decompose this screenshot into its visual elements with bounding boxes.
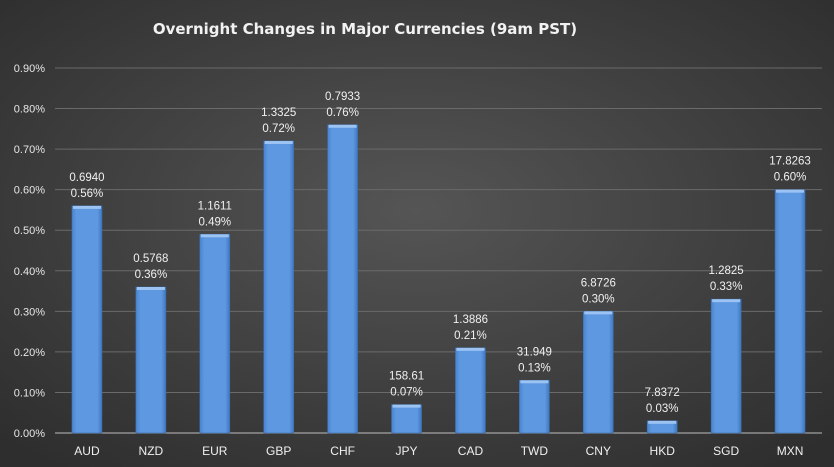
y-tick-label: 0.10%: [14, 387, 45, 399]
data-label-rate: 1.3886: [453, 314, 488, 326]
data-label-rate: 1.1611: [198, 200, 232, 212]
bar-mxn: [774, 189, 806, 434]
data-label-rate: 31.949: [517, 346, 552, 358]
bar-bevel: [136, 287, 165, 290]
bar-bevel: [712, 299, 741, 303]
x-tick-label: SGD: [713, 444, 739, 458]
bar-bevel: [200, 234, 229, 238]
y-tick-label: 0.00%: [14, 428, 45, 440]
data-label-percent: 0.03%: [646, 403, 679, 415]
x-tick-label: JPY: [396, 444, 418, 458]
data-label-percent: 0.36%: [135, 269, 168, 281]
bar-bevel: [776, 189, 805, 193]
data-label-percent: 0.07%: [390, 387, 423, 399]
data-label-percent: 0.21%: [454, 330, 487, 342]
bar-gbp: [263, 140, 295, 434]
x-tick-label: NZD: [139, 444, 164, 458]
bar-bevel: [456, 347, 485, 351]
x-tick-label: CAD: [458, 444, 484, 458]
data-label-percent: 0.30%: [582, 293, 615, 305]
bar-cny: [582, 311, 614, 434]
data-label-rate: 7.8372: [645, 387, 680, 399]
bar-bevel: [264, 141, 293, 144]
data-label-rate: 6.8726: [581, 277, 616, 289]
bar-nzd: [135, 286, 167, 434]
data-label-rate: 0.7933: [325, 91, 360, 103]
data-label-rate: 0.6940: [69, 172, 104, 184]
bar-chf: [327, 124, 358, 434]
bar-bevel: [648, 420, 677, 424]
data-label-percent: 0.60%: [774, 172, 807, 184]
bar-twd: [519, 379, 550, 434]
y-tick-label: 0.80%: [14, 104, 45, 116]
bar-bevel: [328, 124, 357, 128]
y-tick-label: 0.50%: [14, 225, 45, 237]
bar-eur: [199, 233, 231, 434]
chart-title: Overnight Changes in Major Currencies (9…: [153, 20, 577, 38]
bar-aud: [71, 205, 103, 434]
x-tick-label: EUR: [202, 444, 228, 458]
x-tick-label: HKD: [650, 444, 676, 458]
x-tick-label: CHF: [330, 444, 355, 458]
bar-cad: [455, 347, 486, 434]
data-label-percent: 0.13%: [518, 362, 551, 374]
data-label-rate: 158.61: [389, 371, 424, 383]
bar-bevel: [520, 380, 549, 384]
y-tick-label: 0.40%: [14, 266, 45, 278]
bar-bevel: [72, 205, 101, 209]
x-tick-label: CNY: [586, 444, 611, 458]
y-tick-label: 0.30%: [14, 306, 45, 318]
bar-sgd: [710, 298, 742, 434]
y-tick-label: 0.60%: [14, 185, 45, 197]
x-tick-label: MXN: [777, 444, 804, 458]
data-label-percent: 0.49%: [198, 216, 231, 228]
data-label-rate: 17.8263: [769, 156, 811, 168]
data-label-rate: 1.2825: [709, 265, 744, 277]
y-tick-label: 0.20%: [14, 347, 45, 359]
data-label-rate: 1.3325: [261, 107, 296, 119]
x-tick-label: AUD: [74, 444, 100, 458]
data-label-percent: 0.33%: [710, 281, 743, 293]
bar-jpy: [391, 404, 422, 434]
bar-bevel: [392, 404, 421, 408]
data-label-percent: 0.56%: [71, 188, 104, 200]
data-label-percent: 0.72%: [262, 123, 295, 135]
y-tick-label: 0.90%: [14, 63, 45, 75]
data-label-percent: 0.76%: [326, 107, 359, 119]
x-tick-label: GBP: [266, 444, 291, 458]
x-tick-label: TWD: [521, 444, 549, 458]
y-tick-label: 0.70%: [14, 144, 45, 156]
bar-bevel: [584, 311, 613, 315]
data-label-rate: 0.5768: [133, 253, 168, 265]
